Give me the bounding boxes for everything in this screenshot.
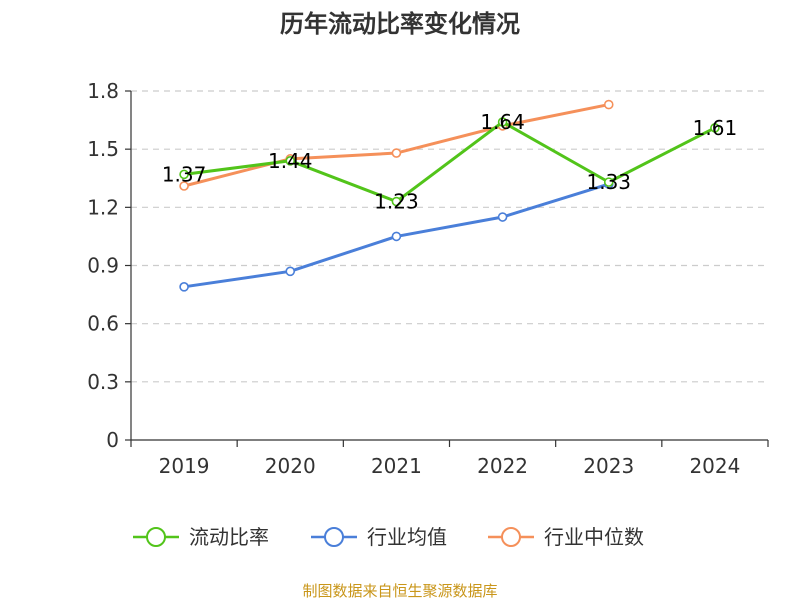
y-tick-label: 0.3 bbox=[87, 370, 119, 394]
axes: 0 0.3 0.6 0.9 1.2 1.5 1.8 2019 2020 2021 2022 2023 2… bbox=[87, 79, 769, 478]
legend-label: 流动比率 bbox=[189, 525, 269, 549]
data-label: 1.44 bbox=[268, 149, 313, 173]
legend-item-行业均值[interactable]: 行业均值 bbox=[311, 525, 447, 549]
data-point-行业均值[interactable] bbox=[285, 266, 296, 277]
data-point-行业均值[interactable] bbox=[497, 212, 508, 222]
data-point-行业中位数[interactable] bbox=[603, 99, 614, 110]
x-tick-label: 2021 bbox=[371, 454, 422, 478]
legend-label: 行业中位数 bbox=[544, 525, 644, 549]
x-tick-label: 2019 bbox=[159, 454, 210, 478]
y-tick-label: 0.6 bbox=[87, 312, 119, 336]
data-labels: 1.37 1.44 1.23 1.64 1.33 1.61 bbox=[162, 110, 737, 213]
data-point-流动比率[interactable] bbox=[179, 169, 189, 180]
y-tick-label: 1.5 bbox=[87, 137, 119, 161]
data-point-行业中位数[interactable] bbox=[391, 148, 402, 158]
grid-lines bbox=[131, 90, 768, 383]
source-note: 制图数据来自恒生聚源数据库 bbox=[302, 582, 497, 600]
legend-label: 行业均值 bbox=[367, 525, 447, 549]
legend-marker bbox=[501, 527, 521, 547]
series-layer bbox=[179, 99, 720, 292]
legend[interactable]: 流动比率 行业均值 行业中位数 bbox=[133, 525, 644, 549]
x-tick-label: 2022 bbox=[477, 454, 528, 478]
data-label: 1.61 bbox=[693, 116, 738, 140]
data-point-流动比率[interactable] bbox=[497, 117, 508, 127]
data-label: 1.33 bbox=[586, 170, 631, 194]
data-point-流动比率[interactable] bbox=[710, 123, 720, 133]
y-tick-label: 1.8 bbox=[87, 79, 119, 103]
y-tick-label: 0.9 bbox=[87, 254, 119, 278]
x-tick-label: 2023 bbox=[583, 454, 634, 478]
data-label: 1.64 bbox=[480, 110, 525, 134]
legend-item-流动比率[interactable]: 流动比率 bbox=[133, 525, 269, 549]
data-point-行业中位数[interactable] bbox=[179, 181, 189, 191]
data-point-流动比率[interactable] bbox=[603, 177, 614, 187]
x-tick-label: 2024 bbox=[689, 454, 740, 478]
data-label: 1.37 bbox=[162, 162, 207, 186]
legend-marker bbox=[324, 527, 344, 547]
chart-title: 历年流动比率变化情况 bbox=[280, 10, 520, 38]
data-point-流动比率[interactable] bbox=[391, 196, 402, 207]
legend-item-行业中位数[interactable]: 行业中位数 bbox=[488, 525, 644, 549]
data-point-行业均值[interactable] bbox=[179, 282, 189, 292]
series-line-流动比率 bbox=[183, 120, 716, 204]
legend-marker bbox=[146, 527, 166, 547]
data-point-流动比率[interactable] bbox=[285, 156, 296, 166]
y-tick-label: 0 bbox=[106, 428, 119, 452]
data-point-行业均值[interactable] bbox=[391, 231, 402, 242]
data-label: 1.23 bbox=[374, 190, 419, 214]
x-tick-label: 2020 bbox=[265, 454, 316, 478]
y-tick-label: 1.2 bbox=[87, 195, 119, 219]
